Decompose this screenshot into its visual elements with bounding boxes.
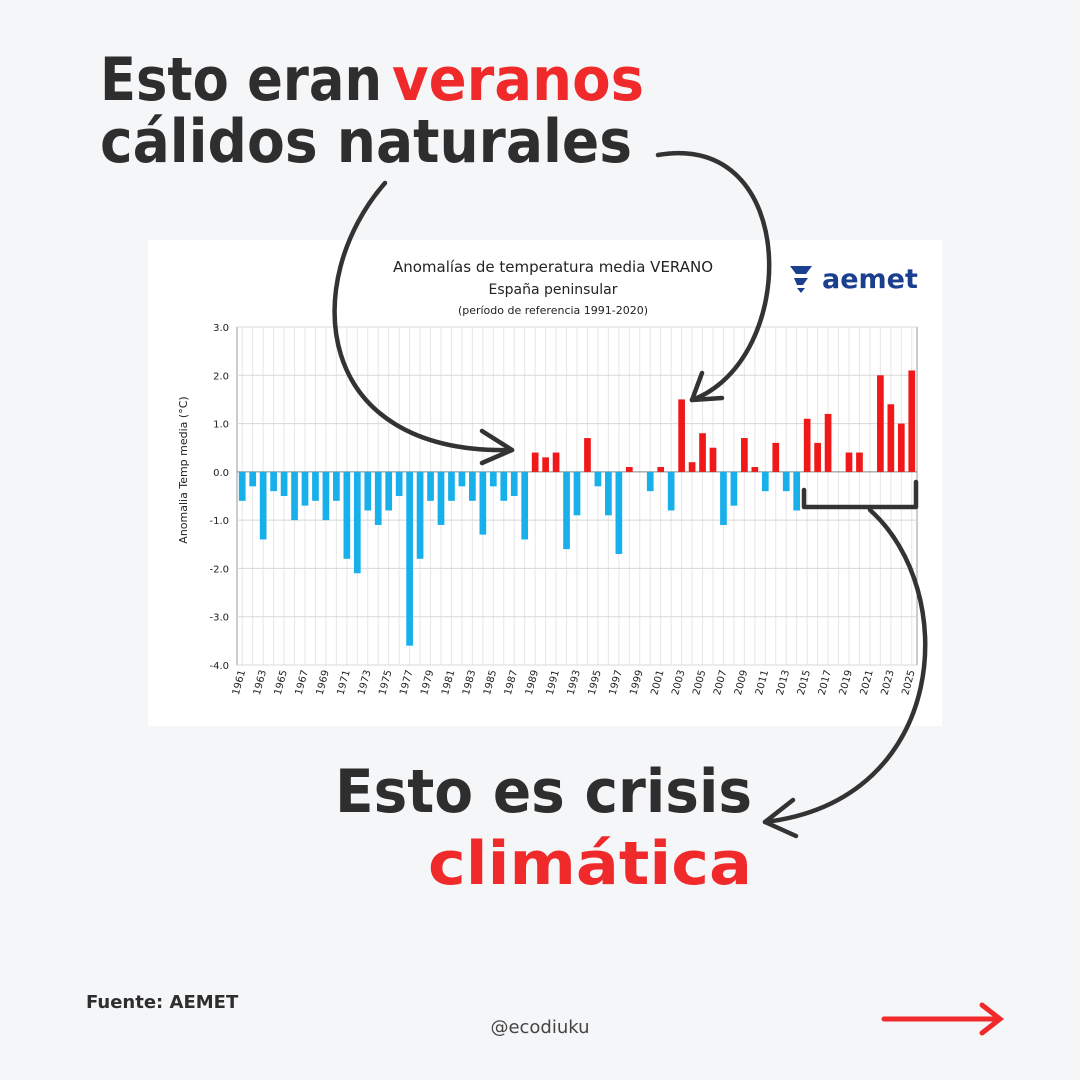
bar — [291, 471, 298, 521]
bar — [625, 467, 633, 472]
y-tick-label: 0.0 — [213, 468, 229, 479]
y-axis-label: Anomalia Temp media (°C) — [177, 396, 190, 543]
conclusion-text: Esto es crisis — [335, 757, 752, 827]
logo: aemet — [790, 264, 918, 295]
bar — [249, 471, 257, 487]
bar — [270, 471, 277, 492]
logo-text: aemet — [822, 264, 918, 295]
bar — [803, 418, 811, 472]
bar — [238, 471, 246, 501]
bar — [416, 471, 424, 559]
arrow — [655, 150, 772, 403]
conclusion-highlight: climática — [428, 829, 752, 899]
bar — [448, 471, 455, 501]
bar — [584, 438, 591, 472]
headline-text: cálidos naturales — [100, 107, 632, 177]
bar — [521, 471, 529, 540]
y-tick-label: 2.0 — [213, 371, 229, 382]
next-arrow[interactable] — [881, 1002, 1005, 1036]
bar — [657, 467, 665, 472]
y-tick-label: 1.0 — [213, 420, 229, 431]
bar — [594, 471, 602, 487]
bar — [709, 447, 717, 472]
bar — [573, 471, 581, 516]
bar — [688, 462, 696, 472]
bar — [510, 471, 518, 496]
y-tick-label: 3.0 — [213, 323, 229, 334]
bar — [793, 471, 801, 511]
bar — [322, 471, 330, 521]
bar — [678, 399, 685, 472]
bar — [406, 471, 413, 646]
bar — [856, 452, 863, 472]
bar — [500, 471, 508, 501]
bar — [531, 452, 539, 472]
bar — [259, 471, 267, 540]
arrow-head — [689, 370, 725, 403]
bar — [699, 433, 706, 472]
headline-highlight: veranos — [392, 45, 644, 115]
bar — [458, 471, 466, 487]
bar — [427, 471, 434, 501]
bar — [824, 413, 832, 472]
bar — [814, 442, 821, 472]
chart-note: (período de referencia 1991-2020) — [458, 304, 648, 317]
bar — [741, 438, 748, 472]
chart-subtitle: España peninsular — [488, 282, 617, 298]
bar — [364, 471, 372, 511]
bar — [845, 452, 853, 472]
bar — [469, 471, 476, 501]
arrow-head — [479, 428, 515, 466]
bar — [542, 457, 549, 472]
bar — [605, 471, 612, 516]
bar — [353, 471, 361, 574]
bar — [552, 452, 560, 472]
arrow — [762, 507, 928, 825]
bar — [615, 471, 623, 554]
bar — [395, 471, 403, 496]
y-tick-label: -1.0 — [209, 516, 229, 527]
bar — [720, 471, 727, 525]
bar — [908, 370, 916, 472]
bar — [563, 471, 570, 550]
bar — [385, 471, 393, 511]
bar — [301, 471, 309, 506]
y-tick-label: -3.0 — [209, 613, 229, 624]
bar — [730, 471, 738, 506]
bar — [374, 471, 382, 525]
bar — [437, 471, 445, 525]
bar — [772, 442, 780, 472]
arrow — [332, 180, 515, 453]
chart-title: Anomalías de temperatura media VERANO — [393, 258, 713, 276]
y-tick-label: -2.0 — [209, 564, 229, 575]
bar — [479, 471, 487, 535]
bar — [782, 471, 790, 492]
bar — [312, 471, 319, 501]
arrow-head — [762, 797, 799, 839]
bar — [887, 404, 895, 472]
bar — [761, 471, 769, 492]
bar — [489, 471, 497, 487]
bar — [333, 471, 340, 501]
bar — [667, 471, 675, 511]
source: Fuente: AEMET — [86, 992, 239, 1013]
headline-text: Esto eran — [100, 45, 382, 115]
bar — [280, 471, 288, 496]
y-tick-label: -4.0 — [209, 661, 229, 672]
bar — [897, 423, 905, 472]
bar — [877, 375, 884, 472]
bar — [646, 471, 654, 492]
bracket — [801, 479, 919, 510]
bar — [751, 467, 759, 472]
handle: @ecodiuku — [490, 1017, 589, 1038]
bar — [343, 471, 351, 559]
logo-icon — [790, 266, 812, 293]
